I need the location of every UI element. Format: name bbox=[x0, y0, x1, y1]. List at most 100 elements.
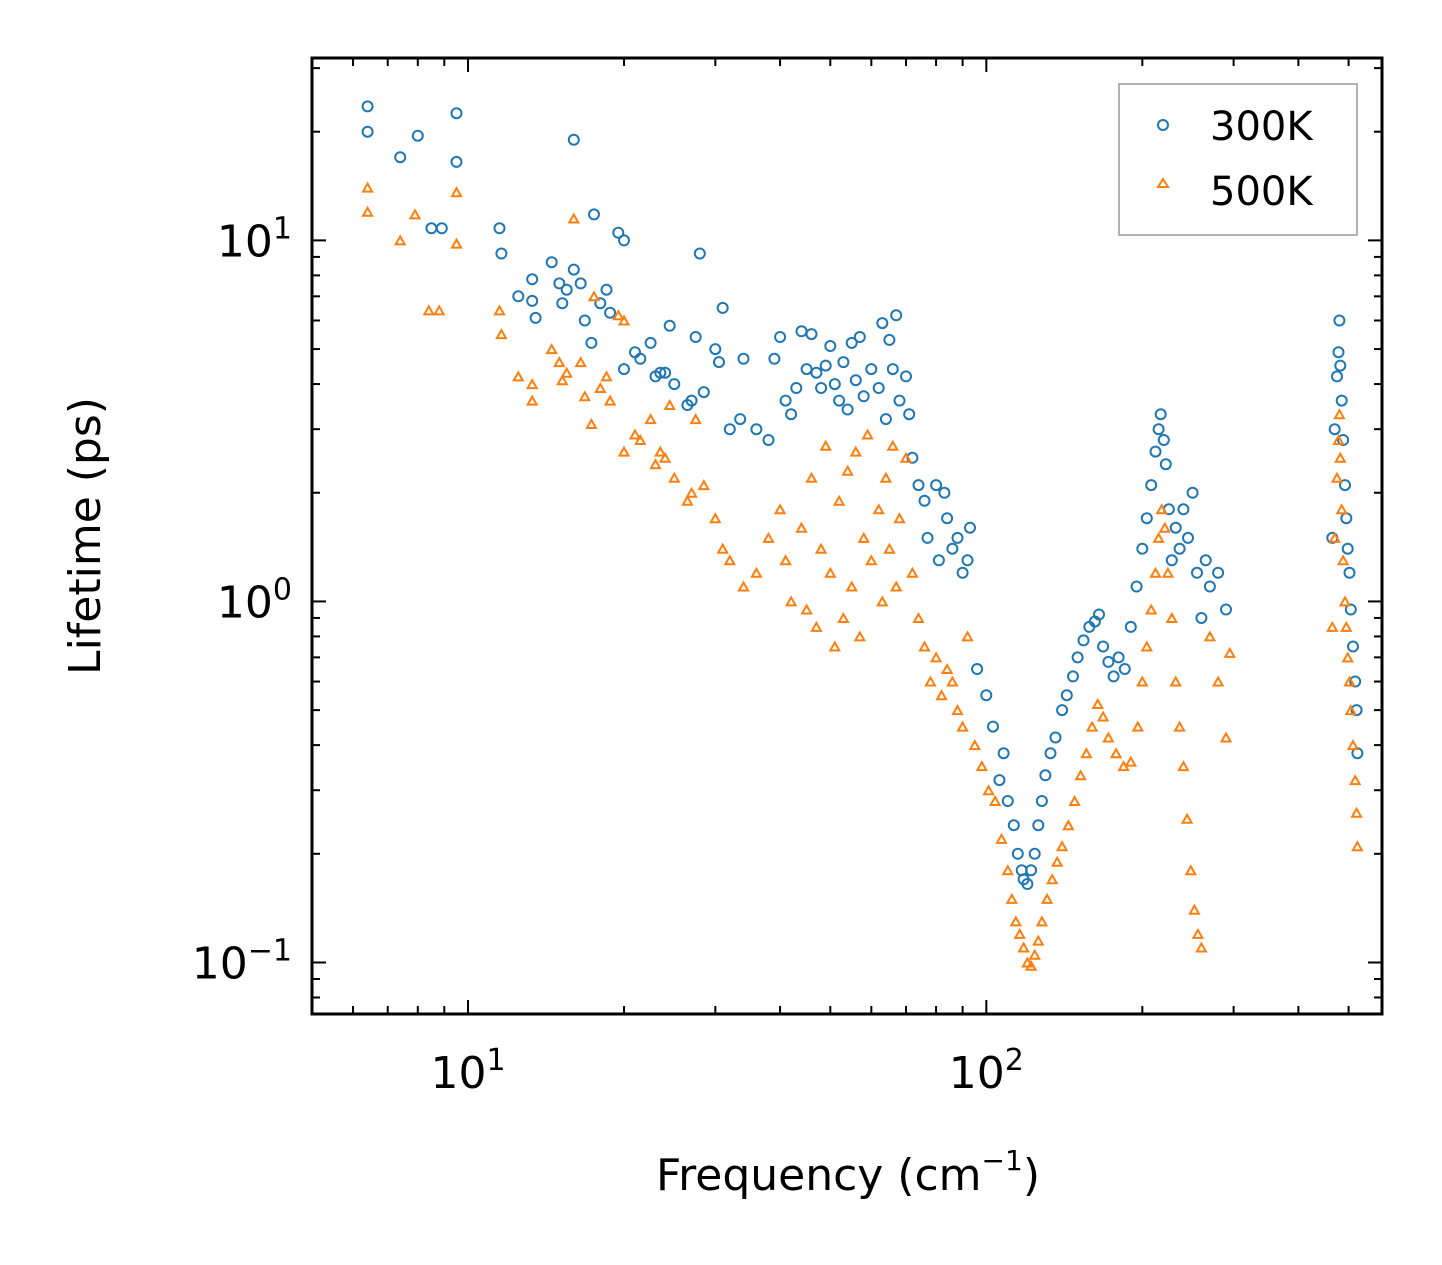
point-500k-127 bbox=[1177, 760, 1190, 772]
point-500k-71 bbox=[889, 580, 903, 592]
point-500k-70 bbox=[886, 439, 900, 451]
point-500k-149 bbox=[1344, 704, 1358, 716]
point-300k-66 bbox=[841, 403, 854, 416]
point-300k-59 bbox=[810, 366, 823, 379]
point-500k-124 bbox=[1165, 611, 1179, 623]
point-300k-37 bbox=[668, 378, 681, 391]
point-300k-93 bbox=[964, 521, 976, 534]
point-500k-4 bbox=[422, 304, 436, 316]
point-300k-150 bbox=[1331, 370, 1343, 383]
point-500k-153 bbox=[1351, 840, 1364, 852]
point-300k-123 bbox=[1112, 651, 1125, 664]
point-500k-146 bbox=[1340, 620, 1353, 632]
point-300k-98 bbox=[997, 747, 1010, 760]
point-500k-28 bbox=[628, 428, 642, 440]
point-500k-49 bbox=[795, 521, 808, 533]
point-500k-54 bbox=[819, 439, 832, 451]
point-300k-35 bbox=[659, 366, 672, 379]
point-300k-26 bbox=[604, 306, 617, 319]
point-500k-91 bbox=[1005, 892, 1019, 904]
point-300k-158 bbox=[1341, 542, 1354, 555]
point-500k-22 bbox=[594, 381, 607, 393]
point-500k-9 bbox=[495, 328, 508, 340]
point-300k-76 bbox=[886, 363, 899, 376]
point-300k-82 bbox=[912, 479, 925, 492]
point-300k-111 bbox=[1049, 731, 1062, 744]
point-500k-56 bbox=[828, 640, 842, 652]
point-500k-120 bbox=[1152, 531, 1165, 543]
point-300k-23 bbox=[588, 208, 600, 221]
point-300k-65 bbox=[837, 356, 850, 369]
point-500k-45 bbox=[762, 531, 775, 543]
point-300k-106 bbox=[1028, 847, 1041, 860]
point-500k-126 bbox=[1173, 720, 1186, 732]
point-500k-73 bbox=[899, 451, 913, 463]
point-300k-54 bbox=[785, 408, 798, 421]
point-300k-15 bbox=[553, 277, 566, 290]
point-300k-160 bbox=[1344, 603, 1357, 616]
x-axis-label-tail: ) bbox=[1023, 1150, 1040, 1201]
point-300k-91 bbox=[956, 566, 969, 579]
legend-marker-500k bbox=[1156, 177, 1170, 188]
point-300k-87 bbox=[938, 486, 951, 499]
point-500k-48 bbox=[784, 595, 798, 607]
point-500k-41 bbox=[716, 542, 729, 554]
legend-label-300k: 300K bbox=[1210, 104, 1314, 150]
point-300k-61 bbox=[819, 359, 832, 372]
point-500k-128 bbox=[1180, 812, 1194, 824]
point-500k-0 bbox=[361, 181, 374, 193]
point-500k-99 bbox=[1035, 915, 1049, 927]
point-500k-144 bbox=[1336, 554, 1350, 566]
point-500k-24 bbox=[603, 394, 617, 406]
point-500k-36 bbox=[681, 494, 694, 506]
point-300k-94 bbox=[971, 663, 984, 675]
point-500k-8 bbox=[493, 304, 506, 316]
point-300k-25 bbox=[600, 283, 613, 296]
point-300k-142 bbox=[1191, 566, 1203, 579]
point-500k-114 bbox=[1124, 755, 1138, 767]
point-500k-94 bbox=[1017, 941, 1030, 953]
point-500k-107 bbox=[1080, 747, 1093, 759]
point-500k-87 bbox=[982, 784, 995, 796]
point-500k-5 bbox=[432, 304, 446, 316]
y-tick-label-exponent: −1 bbox=[248, 933, 292, 968]
point-500k-147 bbox=[1341, 651, 1354, 663]
point-500k-78 bbox=[929, 651, 943, 663]
point-300k-132 bbox=[1154, 408, 1167, 421]
point-300k-143 bbox=[1195, 612, 1208, 624]
point-300k-122 bbox=[1107, 670, 1120, 683]
y-tick-label-base: 10 bbox=[217, 577, 273, 628]
point-500k-1 bbox=[361, 205, 374, 217]
point-300k-60 bbox=[815, 382, 828, 394]
point-500k-151 bbox=[1348, 774, 1362, 786]
point-300k-50 bbox=[762, 434, 775, 446]
point-300k-11 bbox=[526, 273, 539, 286]
point-500k-150 bbox=[1346, 739, 1360, 751]
point-500k-67 bbox=[876, 595, 889, 607]
point-300k-89 bbox=[946, 542, 959, 555]
point-300k-127 bbox=[1136, 542, 1149, 555]
point-300k-159 bbox=[1343, 566, 1356, 579]
point-300k-137 bbox=[1169, 521, 1182, 534]
point-300k-10 bbox=[512, 290, 525, 303]
point-300k-138 bbox=[1173, 542, 1186, 555]
point-500k-58 bbox=[837, 611, 850, 623]
point-500k-47 bbox=[779, 554, 792, 566]
point-500k-131 bbox=[1191, 927, 1205, 939]
y-tick-label-2: 101 bbox=[217, 211, 292, 267]
point-300k-16 bbox=[556, 297, 569, 310]
point-300k-34 bbox=[654, 366, 667, 379]
series-layer bbox=[361, 100, 1364, 971]
point-300k-36 bbox=[663, 319, 676, 332]
point-500k-110 bbox=[1096, 710, 1110, 722]
point-300k-100 bbox=[1007, 819, 1020, 832]
point-500k-132 bbox=[1195, 941, 1208, 953]
point-300k-63 bbox=[828, 378, 841, 391]
point-300k-110 bbox=[1044, 747, 1057, 760]
point-300k-40 bbox=[689, 331, 702, 343]
point-300k-64 bbox=[833, 394, 846, 407]
point-500k-139 bbox=[1330, 471, 1344, 483]
y-axis-label: Lifetime (ps) bbox=[60, 397, 111, 675]
point-300k-154 bbox=[1335, 394, 1348, 407]
